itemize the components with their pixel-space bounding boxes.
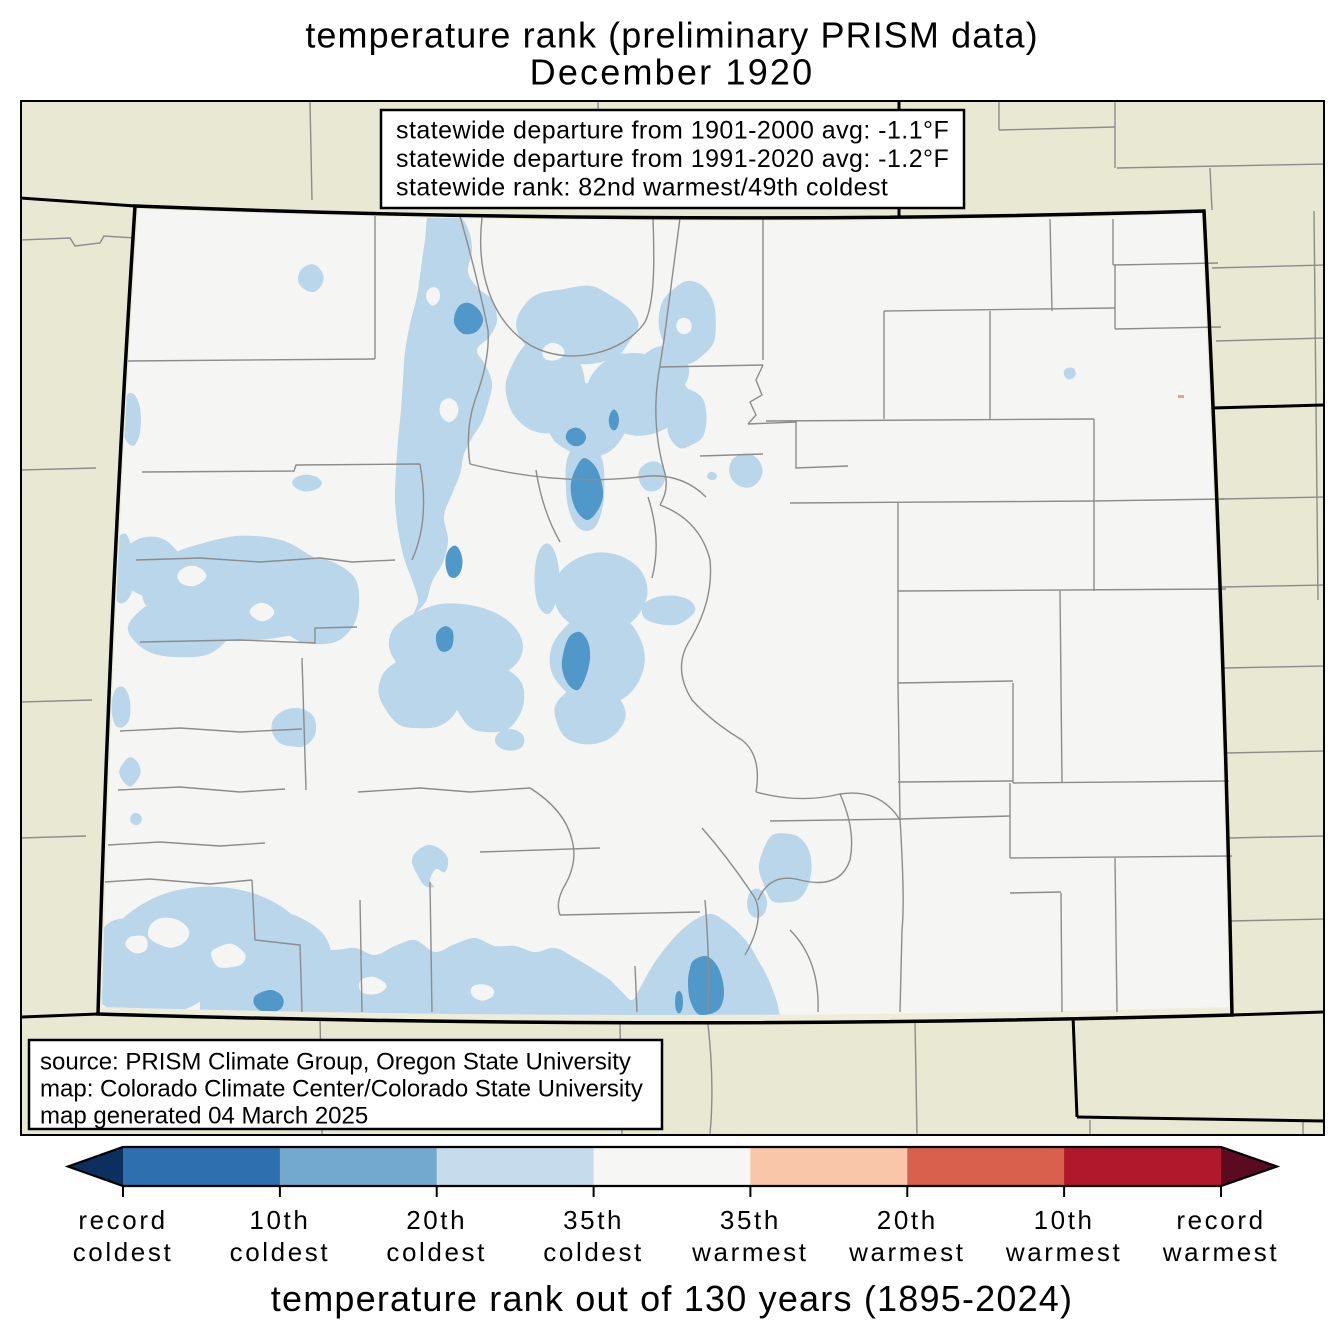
svg-text:map: Colorado Climate Center/C: map: Colorado Climate Center/Colorado St… — [40, 1076, 643, 1103]
svg-text:record: record — [1176, 1205, 1265, 1235]
svg-text:coldest: coldest — [386, 1237, 487, 1267]
svg-text:coldest: coldest — [230, 1237, 331, 1267]
svg-text:warmest: warmest — [848, 1237, 965, 1267]
svg-text:temperature rank (preliminary: temperature rank (preliminary PRISM data… — [305, 15, 1038, 56]
svg-text:coldest: coldest — [543, 1237, 644, 1267]
svg-text:warmest: warmest — [691, 1237, 808, 1267]
svg-text:10th: 10th — [1034, 1205, 1095, 1235]
svg-text:map generated 04 March 2025: map generated 04 March 2025 — [40, 1103, 368, 1130]
svg-text:statewide departure from 1991-: statewide departure from 1991-2020 avg: … — [396, 145, 949, 173]
svg-text:35th: 35th — [720, 1205, 781, 1235]
svg-text:December 1920: December 1920 — [530, 52, 815, 93]
svg-text:10th: 10th — [249, 1205, 310, 1235]
svg-text:20th: 20th — [406, 1205, 467, 1235]
svg-text:source: PRISM Climate Group, O: source: PRISM Climate Group, Oregon Stat… — [40, 1049, 631, 1076]
svg-text:35th: 35th — [563, 1205, 624, 1235]
svg-text:warmest: warmest — [1162, 1237, 1279, 1267]
svg-text:statewide rank: 82nd warmest/4: statewide rank: 82nd warmest/49th coldes… — [396, 174, 888, 202]
svg-text:record: record — [78, 1205, 167, 1235]
svg-text:temperature rank out of 130 ye: temperature rank out of 130 years (1895-… — [271, 1278, 1073, 1319]
svg-text:20th: 20th — [877, 1205, 938, 1235]
svg-text:coldest: coldest — [73, 1237, 174, 1267]
svg-text:statewide departure from 1901-: statewide departure from 1901-2000 avg: … — [396, 117, 949, 145]
svg-text:warmest: warmest — [1005, 1237, 1122, 1267]
